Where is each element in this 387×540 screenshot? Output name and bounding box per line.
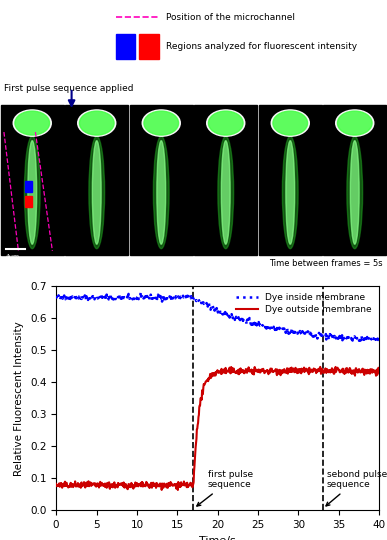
Ellipse shape <box>13 110 51 136</box>
Ellipse shape <box>337 111 372 135</box>
Dye outside membrane <box>377 369 382 375</box>
Ellipse shape <box>78 110 116 136</box>
Line: Dye outside membrane: Dye outside membrane <box>56 367 379 490</box>
Dye outside membrane <box>250 371 255 377</box>
Bar <box>25 196 32 206</box>
Dye inside membrane <box>74 296 78 303</box>
Ellipse shape <box>28 141 37 244</box>
Text: Regions analyzed for fluorescent intensity: Regions analyzed for fluorescent intensi… <box>166 43 358 51</box>
Bar <box>116 33 135 59</box>
Ellipse shape <box>336 110 374 136</box>
Bar <box>194 105 257 255</box>
Ellipse shape <box>218 136 234 249</box>
Ellipse shape <box>283 136 298 249</box>
Bar <box>139 33 159 59</box>
X-axis label: Time/s: Time/s <box>199 536 236 540</box>
Ellipse shape <box>153 136 169 249</box>
Dye inside membrane <box>54 294 58 300</box>
Ellipse shape <box>286 141 295 244</box>
Text: Position of the microchannel: Position of the microchannel <box>166 13 295 22</box>
Ellipse shape <box>92 141 101 244</box>
Text: First pulse sequence applied: First pulse sequence applied <box>4 84 134 93</box>
Dye outside membrane <box>318 363 322 370</box>
Ellipse shape <box>273 111 308 135</box>
Dye outside membrane <box>260 368 265 374</box>
Dye inside membrane <box>332 333 337 340</box>
Dye inside membrane <box>242 318 247 324</box>
Dye inside membrane <box>138 289 143 296</box>
Text: first pulse
sequence: first pulse sequence <box>197 470 253 506</box>
Ellipse shape <box>221 141 230 244</box>
Dye inside membrane <box>250 320 255 327</box>
Text: sebond pulse
sequence: sebond pulse sequence <box>326 470 387 506</box>
Ellipse shape <box>157 141 166 244</box>
Dye outside membrane <box>54 481 58 487</box>
Dye outside membrane <box>74 483 78 489</box>
Ellipse shape <box>24 136 40 249</box>
Ellipse shape <box>350 141 359 244</box>
Dye inside membrane <box>373 339 378 345</box>
Y-axis label: Relative Fluorescent Intensity: Relative Fluorescent Intensity <box>14 321 24 476</box>
Line: Dye inside membrane: Dye inside membrane <box>56 293 379 342</box>
Dye inside membrane <box>377 337 382 343</box>
Bar <box>1 105 64 255</box>
Dye outside membrane <box>176 487 180 493</box>
Dye inside membrane <box>260 322 265 328</box>
Ellipse shape <box>144 111 178 135</box>
Bar <box>259 105 322 255</box>
Ellipse shape <box>271 110 309 136</box>
Bar <box>65 105 128 255</box>
Legend: Dye inside membrane, Dye outside membrane: Dye inside membrane, Dye outside membran… <box>233 291 375 317</box>
Ellipse shape <box>15 111 50 135</box>
Ellipse shape <box>89 136 104 249</box>
Ellipse shape <box>207 110 245 136</box>
Ellipse shape <box>347 136 363 249</box>
Bar <box>130 105 193 255</box>
Text: Time between frames = 5s: Time between frames = 5s <box>269 259 383 268</box>
Text: 4μm: 4μm <box>6 254 20 259</box>
Ellipse shape <box>79 111 114 135</box>
Ellipse shape <box>209 111 243 135</box>
Dye outside membrane <box>333 369 337 375</box>
Ellipse shape <box>142 110 180 136</box>
Dye outside membrane <box>299 366 304 372</box>
Dye outside membrane <box>242 370 247 376</box>
Bar <box>25 181 32 192</box>
Dye inside membrane <box>299 332 304 338</box>
Bar <box>323 105 386 255</box>
